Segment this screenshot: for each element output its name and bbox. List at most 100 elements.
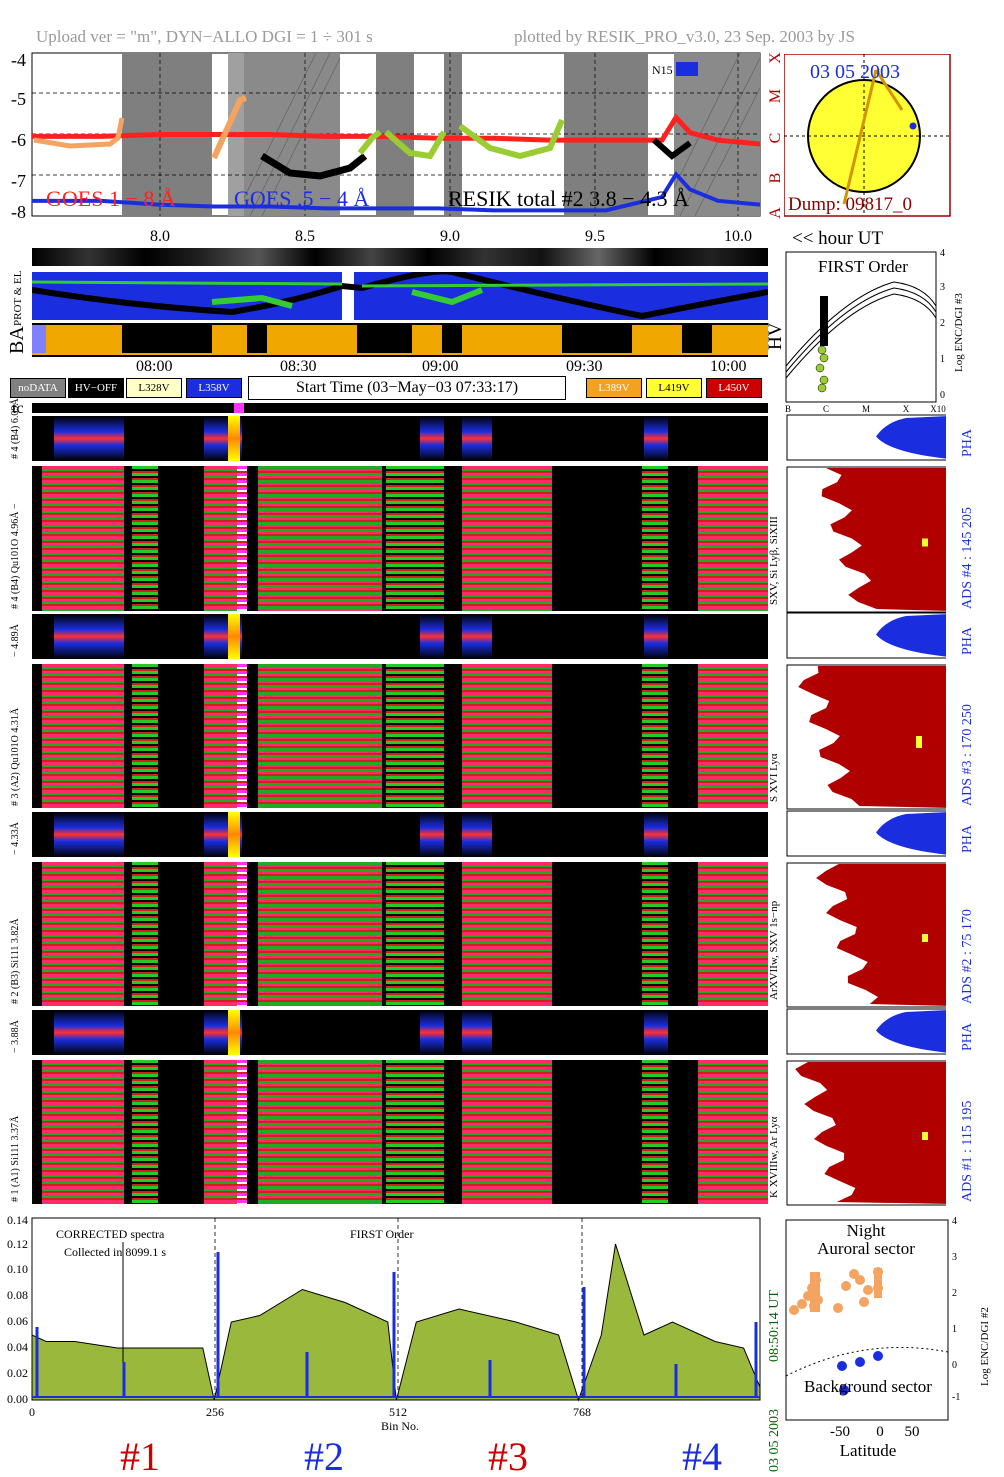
time-tick-1000: 10:00	[710, 358, 746, 376]
order-y-ticks: 4 3 2 1 0	[940, 248, 945, 401]
spectrum-label: # 2 (B3) Si111 3.82Å	[10, 918, 21, 1004]
svg-text:256: 256	[206, 1405, 224, 1419]
svg-text:X: X	[767, 52, 784, 64]
sun-dump: Dump: 09817_0	[788, 194, 912, 215]
spec-y-ticks: 0.00 0.02 0.04 0.06 0.08 0.10 0.12 0.14	[7, 1213, 28, 1406]
legend-l419: L419V	[646, 378, 702, 398]
line-label: SXV, Si Lyβ, SiXIII	[768, 516, 780, 605]
svg-text:M: M	[862, 404, 870, 414]
svg-text:4: 4	[952, 1216, 957, 1227]
svg-text:512: 512	[389, 1405, 407, 1419]
auroral-label: Auroral sector	[817, 1239, 915, 1258]
svg-text:-8: -8	[11, 202, 26, 222]
latitude-label: Latitude	[840, 1441, 897, 1460]
svg-text:0.10: 0.10	[7, 1262, 28, 1276]
ads-histogram	[786, 466, 946, 613]
svg-text:8.0: 8.0	[150, 228, 170, 245]
legend-nodata: noDATA	[10, 378, 66, 398]
svg-text:3: 3	[952, 1252, 957, 1263]
pha-histogram	[786, 1008, 946, 1055]
pha-label: − 4.33Å	[10, 822, 21, 855]
group-4: #4	[682, 1434, 722, 1477]
svg-text:9.5: 9.5	[585, 228, 605, 245]
group-3: #3	[488, 1434, 528, 1477]
svg-text:0.04: 0.04	[7, 1340, 28, 1354]
svg-text:8.5: 8.5	[295, 228, 315, 245]
svg-text:B: B	[767, 173, 784, 184]
spec-x-ticks: 0 256 512 768	[29, 1405, 591, 1419]
stamp-time: 08:50:14 UT	[767, 1290, 782, 1362]
corrected-label: CORRECTED spectra	[56, 1227, 165, 1241]
svg-text:0: 0	[940, 390, 945, 401]
ads-histogram	[786, 1060, 946, 1206]
svg-text:A: A	[767, 207, 784, 219]
legend-l389: L389V	[586, 378, 642, 398]
pha-histogram	[786, 612, 946, 659]
svg-text:-50: -50	[830, 1424, 850, 1440]
spectrum-chart: CORRECTED spectra Collected in 8099.1 s …	[0, 1212, 790, 1477]
lat-x-ticks: -50 0 50	[830, 1424, 920, 1440]
goes-long-label: GOES 1 − 8 Å	[46, 186, 176, 211]
line-label: ArXVIIw, SXV 1s−np	[768, 901, 780, 1000]
svg-text:-4: -4	[11, 50, 26, 70]
background-label: Background sector	[804, 1377, 932, 1396]
line-label: K XVIIIw, Ar Lyα	[768, 1117, 780, 1198]
sun-date: 03 05 2003	[810, 61, 900, 83]
svg-text:-5: -5	[11, 89, 26, 109]
group-2: #2	[304, 1434, 344, 1477]
night-label: Night	[847, 1221, 886, 1240]
header-plotted: plotted by RESIK_PRO_v3.0, 23 Sep. 2003 …	[514, 27, 855, 47]
svg-text:0.14: 0.14	[7, 1213, 28, 1227]
svg-text:0.00: 0.00	[7, 1392, 28, 1406]
svg-text:C: C	[767, 133, 784, 144]
y-ticks: -4 -5 -6 -7 -8	[11, 50, 26, 222]
legend-hvoff: HV−OFF	[68, 378, 124, 398]
pha-strip	[32, 812, 768, 857]
svg-text:0: 0	[952, 1360, 957, 1371]
svg-text:X10: X10	[930, 404, 946, 414]
pha-label: − 4.89Å	[10, 624, 21, 657]
legend-l450: L450V	[706, 378, 762, 398]
svg-text:0.06: 0.06	[7, 1314, 28, 1328]
pha-label: # 4 (B4) 6.09Å	[10, 398, 21, 459]
bin-label: Bin No.	[381, 1419, 419, 1433]
pha-title: PHA	[960, 429, 976, 457]
svg-text:1: 1	[952, 1324, 957, 1335]
pha-label: − 3.88Å	[10, 1020, 21, 1053]
order-x-ticks: B C M X X10	[785, 404, 946, 414]
svg-text:1: 1	[940, 354, 945, 365]
pha-title: PHA	[960, 1023, 976, 1051]
svg-text:50: 50	[905, 1424, 920, 1440]
prot-label: PROT & EL	[12, 271, 24, 326]
n15-marker	[676, 62, 698, 76]
svg-text:3: 3	[940, 282, 945, 293]
el-strip	[32, 248, 768, 266]
spectrum-label: # 4 (B4) Qu101O 4.96Å −	[10, 503, 21, 609]
ba-label: BA	[6, 326, 29, 354]
spectrum-strip	[32, 664, 768, 808]
stamp-date: 03 05 2003	[767, 1409, 782, 1472]
legend-l358: L358V	[186, 378, 242, 398]
time-tick-0800: 08:00	[136, 358, 172, 376]
pha-histogram	[786, 810, 946, 857]
ads-label: ADS #2 : 75 170	[960, 909, 976, 1004]
order-y-label: Log ENC/DGI #3	[953, 293, 965, 372]
time-tick-0930: 09:30	[566, 358, 602, 376]
goes-short-label: GOES .5 − 4 Å	[234, 186, 369, 211]
pha-histogram	[786, 414, 946, 461]
svg-text:C: C	[823, 404, 829, 414]
ads-label: ADS #4 : 145 205	[960, 507, 976, 609]
first-order-plot: FIRST Order 4 3 2 1 0 B C M X X10 Log EN…	[784, 246, 966, 414]
ads-histogram	[786, 862, 946, 1008]
lat-y-label: Log ENC/DGI #2	[979, 1307, 991, 1386]
class-letters: X M C B A	[767, 52, 784, 219]
ads-histogram	[786, 664, 946, 810]
svg-text:-7: -7	[11, 171, 26, 191]
resik-label: RESIK total #2 3.8 − 4.3 Å	[448, 186, 689, 211]
svg-text:0.08: 0.08	[7, 1288, 28, 1302]
svg-text:10.0: 10.0	[724, 228, 752, 245]
svg-text:B: B	[785, 404, 791, 414]
tc-strip	[32, 403, 768, 413]
svg-text:0.02: 0.02	[7, 1366, 28, 1380]
svg-text:4: 4	[940, 248, 945, 259]
